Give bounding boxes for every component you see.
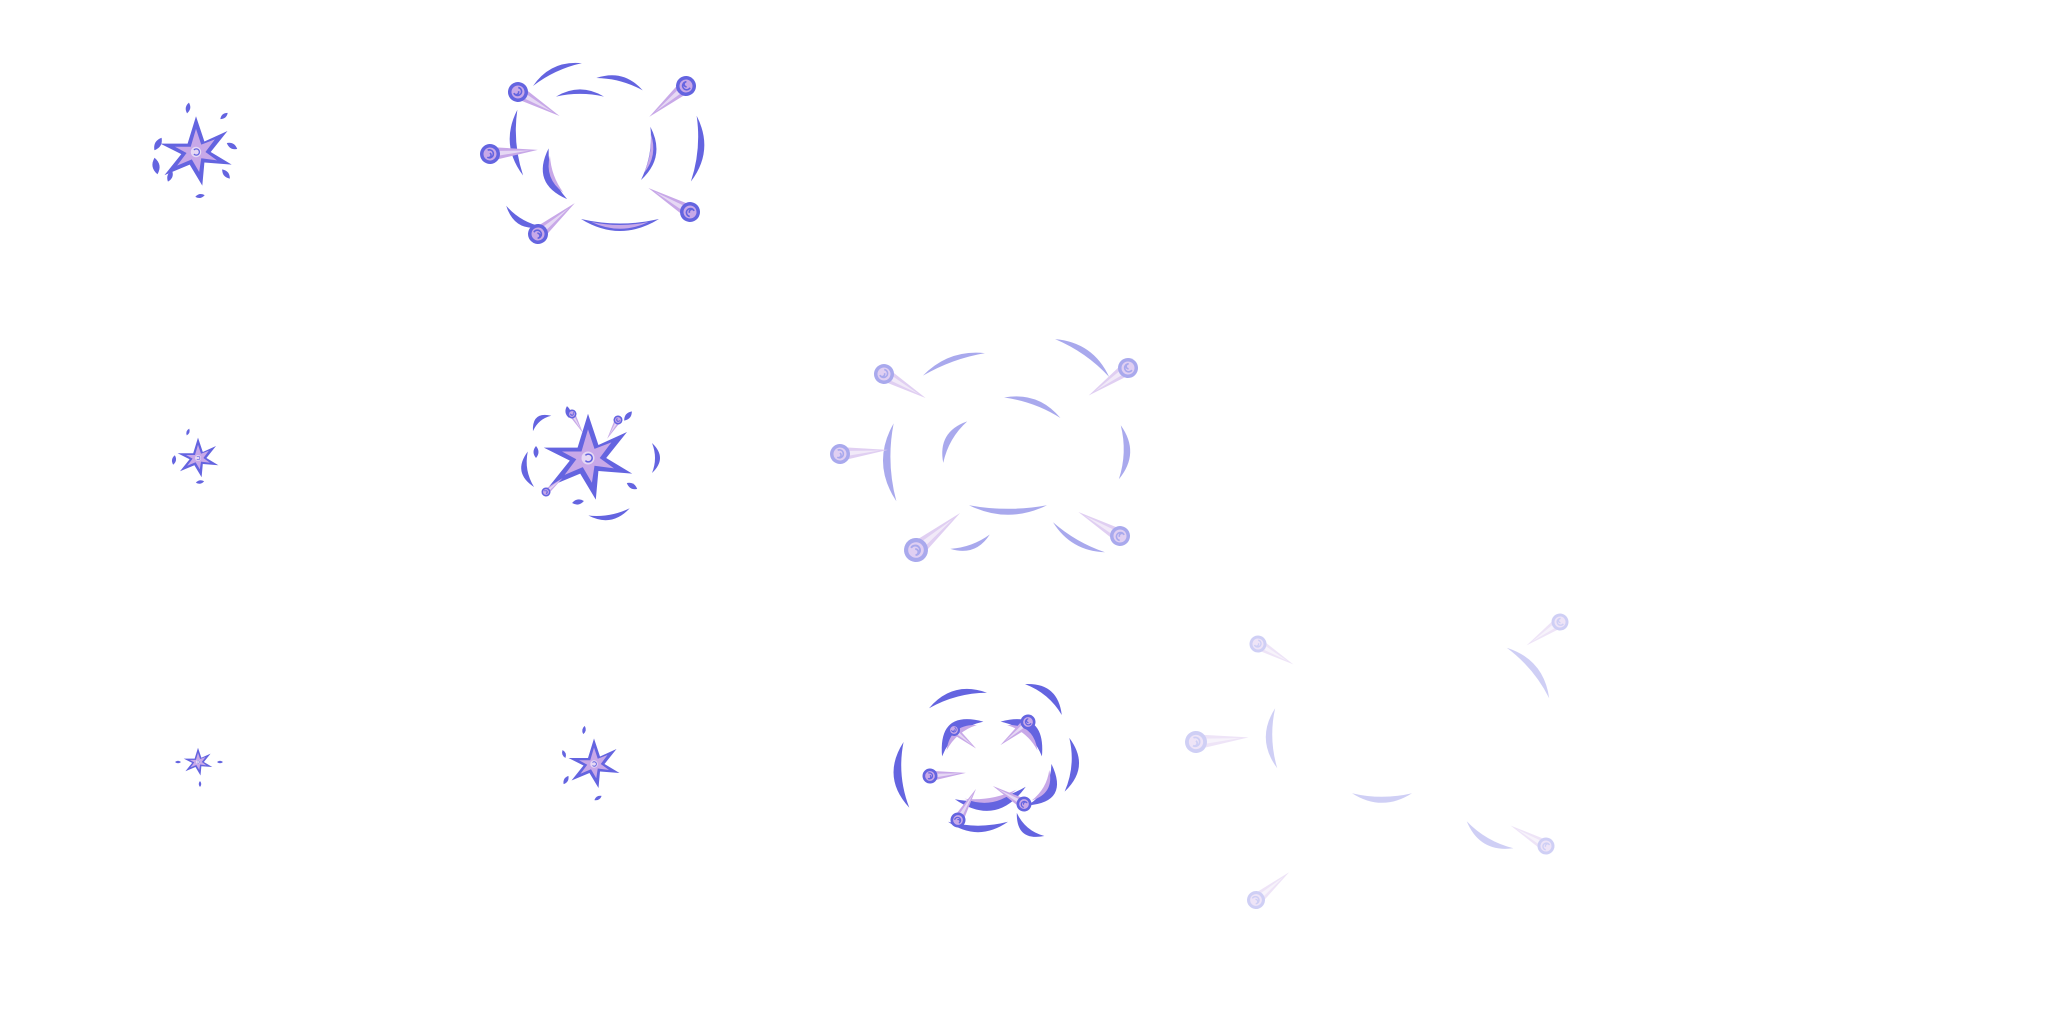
burst-frame-3 — [171, 428, 219, 485]
burst-frame-8 — [890, 675, 1082, 845]
burst-frame-4 — [518, 405, 660, 524]
burst-frame-2 — [478, 55, 708, 249]
burst-frame-9 — [1183, 609, 1573, 914]
burst-frame-1 — [151, 102, 239, 199]
burst-frame-7 — [560, 725, 620, 802]
burst-frame-5 — [828, 331, 1143, 568]
burst-frame-6 — [175, 747, 223, 787]
